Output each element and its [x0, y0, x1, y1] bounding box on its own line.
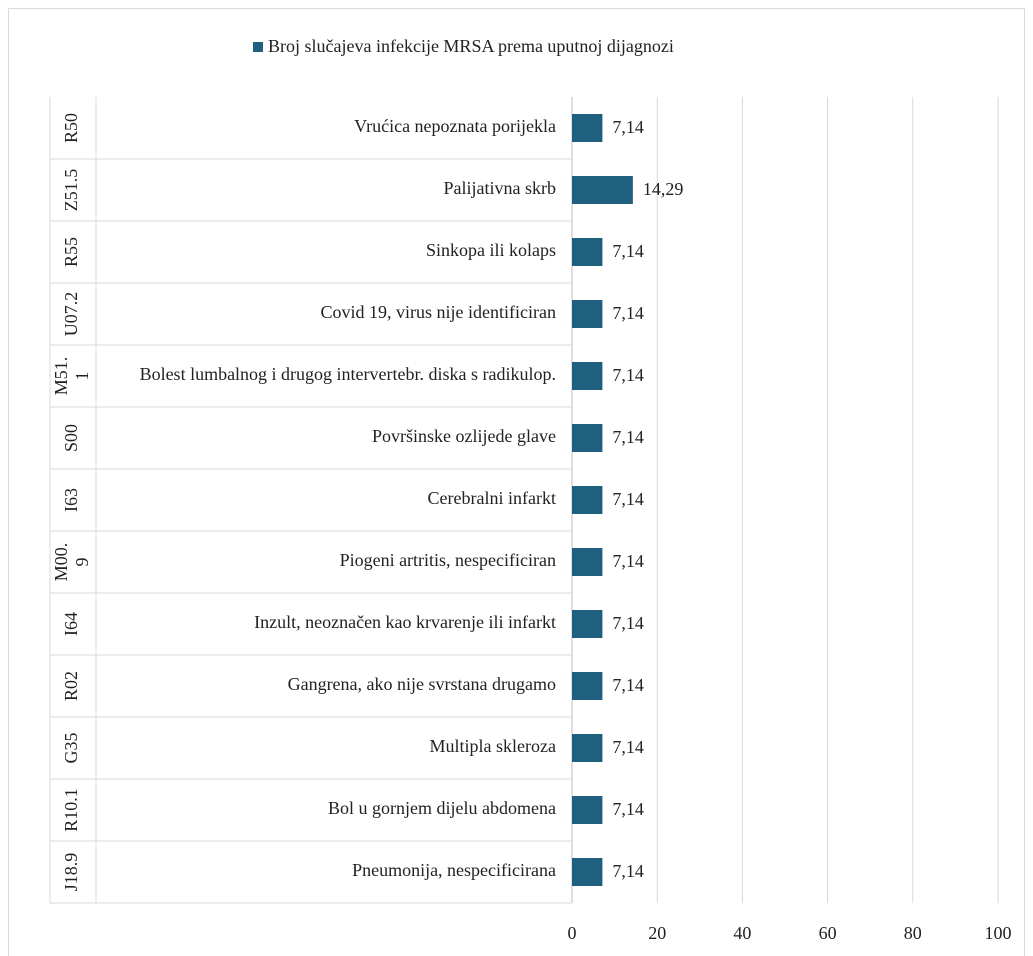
category-label: Bol u gornjem dijelu abdomena — [328, 798, 556, 818]
value-label: 7,14 — [612, 489, 644, 509]
code-label: R02 — [61, 671, 81, 701]
code-label: U07.2 — [61, 292, 81, 337]
bar — [572, 176, 633, 204]
bar — [572, 672, 603, 700]
value-label: 7,14 — [612, 675, 644, 695]
value-label: 7,14 — [612, 551, 644, 571]
code-label: R55 — [61, 237, 81, 267]
bar — [572, 858, 603, 886]
bar — [572, 734, 603, 762]
bar — [572, 300, 603, 328]
category-label: Inzult, neoznačen kao krvarenje ili infa… — [254, 612, 556, 632]
bar — [572, 548, 603, 576]
category-label: Bolest lumbalnog i drugog intervertebr. … — [140, 364, 556, 384]
x-tick-label: 0 — [568, 923, 577, 943]
value-label: 7,14 — [612, 799, 644, 819]
code-label: G35 — [61, 733, 81, 764]
code-group: J18.9 — [61, 853, 81, 892]
value-label: 7,14 — [612, 117, 644, 137]
code-group: G35 — [61, 733, 81, 764]
value-label: 7,14 — [612, 427, 644, 447]
value-label: 7,14 — [612, 303, 644, 323]
value-label: 7,14 — [612, 241, 644, 261]
bar — [572, 424, 603, 452]
code-group: R50 — [61, 113, 81, 143]
code-label: S00 — [61, 424, 81, 452]
code-label-line: M51. — [51, 357, 71, 396]
category-label: Cerebralni infarkt — [428, 488, 556, 508]
code-label: R50 — [61, 113, 81, 143]
value-label: 7,14 — [612, 737, 644, 757]
code-group: M51.1 — [51, 357, 92, 396]
code-group: I64 — [61, 612, 81, 636]
category-label: Gangrena, ako nije svrstana drugamo — [288, 674, 556, 694]
category-label: Sinkopa ili kolaps — [426, 240, 556, 260]
code-label: I64 — [61, 612, 81, 636]
category-label: Palijativna skrb — [444, 178, 556, 198]
code-label-line: 1 — [72, 372, 92, 381]
bar — [572, 610, 603, 638]
code-group: S00 — [61, 424, 81, 452]
category-label: Piogeni artritis, nespecificiran — [340, 550, 556, 570]
legend-swatch — [253, 42, 263, 52]
x-tick-label: 20 — [648, 923, 666, 943]
category-label: Površinske ozlijede glave — [372, 426, 556, 446]
value-label: 7,14 — [612, 861, 644, 881]
code-label: I63 — [61, 488, 81, 512]
category-label: Multipla skleroza — [430, 736, 556, 756]
bar — [572, 486, 603, 514]
value-label: 7,14 — [612, 613, 644, 633]
bar — [572, 362, 603, 390]
code-group: M00.9 — [51, 543, 92, 582]
code-label: R10.1 — [61, 788, 81, 832]
bar — [572, 114, 603, 142]
code-group: I63 — [61, 488, 81, 512]
code-label-line: M00. — [51, 543, 71, 582]
bar — [572, 238, 603, 266]
code-label: M00.9 — [51, 543, 92, 582]
code-group: U07.2 — [61, 292, 81, 337]
value-label: 7,14 — [612, 365, 644, 385]
value-label: 14,29 — [643, 179, 684, 199]
code-group: R55 — [61, 237, 81, 267]
category-label: Pneumonija, nespecificirana — [352, 860, 556, 880]
x-tick-label: 100 — [985, 923, 1012, 943]
x-tick-label: 80 — [904, 923, 922, 943]
x-tick-label: 40 — [733, 923, 751, 943]
bar — [572, 796, 603, 824]
code-group: R10.1 — [61, 788, 81, 832]
code-label: Z51.5 — [61, 169, 81, 212]
category-label: Vrućica nepoznata porijekla — [354, 116, 556, 136]
code-label-line: 9 — [72, 558, 92, 567]
code-group: Z51.5 — [61, 169, 81, 212]
category-label: Covid 19, virus nije identificiran — [321, 302, 556, 322]
legend-label: Broj slučajeva infekcije MRSA prema uput… — [268, 36, 674, 56]
code-label: J18.9 — [61, 853, 81, 892]
code-label: M51.1 — [51, 357, 92, 396]
x-tick-label: 60 — [819, 923, 837, 943]
code-group: R02 — [61, 671, 81, 701]
